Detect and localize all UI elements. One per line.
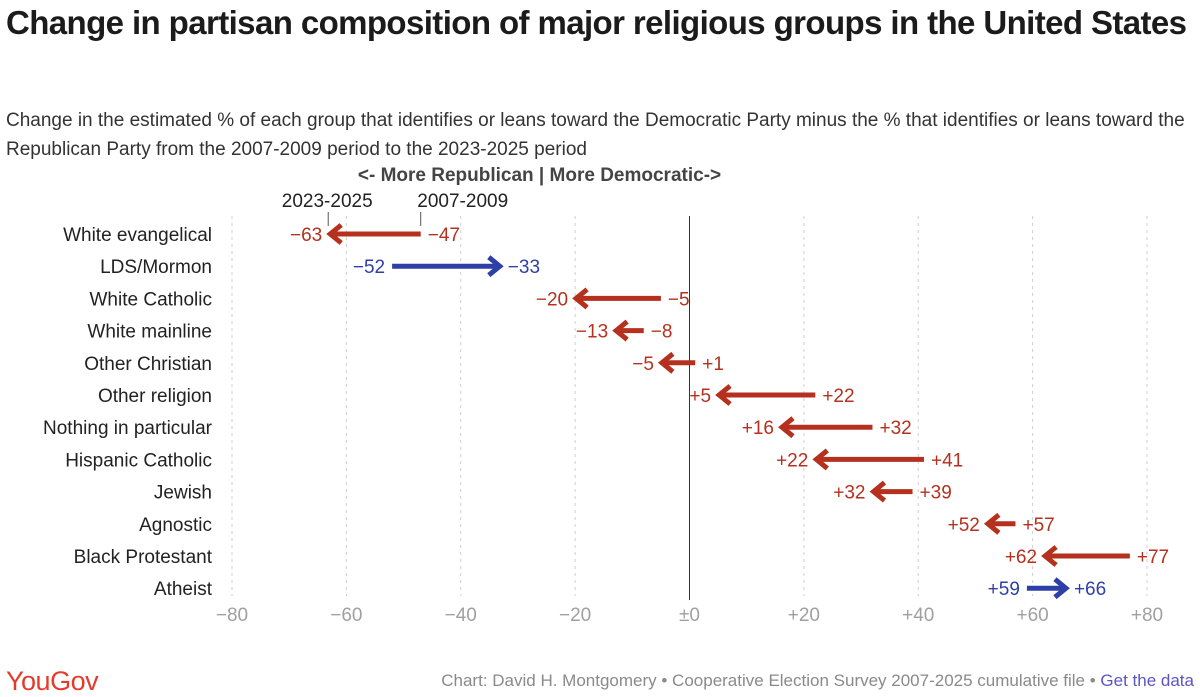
change-arrow-head <box>715 384 732 406</box>
group-label: Atheist <box>154 579 213 600</box>
start-value-label: −52 <box>353 257 385 278</box>
end-value-label: −20 <box>536 289 568 310</box>
start-value-label: +1 <box>702 354 724 375</box>
start-value-label: +39 <box>920 483 952 504</box>
row-other-religion: Other religion +5 +22 <box>98 384 855 407</box>
x-tick-label: −60 <box>330 605 362 626</box>
footer: YouGov Chart: David H. Montgomery • Coop… <box>0 666 1200 696</box>
change-arrow-head <box>983 512 1001 535</box>
x-tick-label: −40 <box>445 605 477 626</box>
x-tick-label: ±0 <box>679 605 700 626</box>
x-tick-label: +40 <box>902 605 934 626</box>
row-other-christian: Other Christian −5 +1 <box>84 351 724 375</box>
start-value-label: −5 <box>668 289 690 310</box>
end-value-label: −13 <box>576 322 608 343</box>
change-arrow-head <box>657 351 675 374</box>
end-value-label: +32 <box>833 483 865 504</box>
start-period-label: 2007-2009 <box>417 191 508 212</box>
change-arrow-head <box>612 319 629 342</box>
dumbbell-chart: <- More Republican | More Democratic-> 20… <box>43 165 1169 626</box>
rows-layer: White evangelical −63 −47 LDS/Mormon −52 −33 W… <box>43 223 1169 600</box>
start-value-label: +41 <box>931 450 963 471</box>
change-arrow-head <box>572 287 589 310</box>
group-label: White mainline <box>87 322 212 343</box>
end-period-label: 2023-2025 <box>282 191 373 212</box>
credit-line: Chart: David H. Montgomery • Cooperative… <box>441 671 1194 691</box>
start-value-label: −47 <box>428 225 460 246</box>
start-value-label: +57 <box>1022 515 1054 536</box>
group-label: Nothing in particular <box>43 418 213 439</box>
end-value-label: −63 <box>290 225 322 246</box>
group-label: LDS/Mormon <box>100 257 212 278</box>
end-value-label: +16 <box>742 418 774 439</box>
x-axis: −80 −60 −40 −20 ±0 +20 +40 +60 +80 <box>216 605 1163 626</box>
change-arrow-head <box>1041 545 1058 567</box>
change-arrow-head <box>326 223 343 245</box>
change-arrow-head <box>487 255 504 278</box>
row-white-evangelical: White evangelical −63 −47 <box>63 223 460 246</box>
row-hispanic-catholic: Hispanic Catholic +22 +41 <box>65 448 963 471</box>
change-arrow-head <box>778 416 795 439</box>
row-agnostic: Agnostic +52 +57 <box>139 512 1055 536</box>
group-label: Hispanic Catholic <box>65 450 212 471</box>
row-white-catholic: White Catholic −20 −5 <box>90 287 690 310</box>
start-value-label: +22 <box>822 386 854 407</box>
grid-layer <box>231 216 1148 600</box>
yougov-logo: YouGov <box>6 666 99 696</box>
chart-title: Change in partisan composition of major … <box>6 4 1187 41</box>
x-tick-label: +80 <box>1131 605 1163 626</box>
get-data-link[interactable]: Get the data <box>1100 671 1194 690</box>
end-value-label: −5 <box>632 354 654 375</box>
row-lds-mormon: LDS/Mormon −52 −33 <box>100 255 540 278</box>
change-arrow-head <box>1053 577 1070 600</box>
start-value-label: +32 <box>880 418 912 439</box>
start-value-label: −8 <box>651 322 673 343</box>
start-value-label: +77 <box>1137 547 1169 568</box>
credit-text: Chart: David H. Montgomery • Cooperative… <box>441 671 1096 690</box>
x-tick-label: −20 <box>559 605 591 626</box>
end-value-label: −33 <box>508 257 540 278</box>
group-label: Black Protestant <box>74 547 213 568</box>
end-value-label: +5 <box>689 386 711 407</box>
group-label: White Catholic <box>90 289 213 310</box>
end-value-label: +22 <box>776 450 808 471</box>
end-value-label: +52 <box>948 515 980 536</box>
end-value-label: +62 <box>1005 547 1037 568</box>
row-jewish: Jewish +32 +39 <box>154 480 952 504</box>
group-label: White evangelical <box>63 225 212 246</box>
start-value-label: +59 <box>988 579 1020 600</box>
row-nothing-in-particular: Nothing in particular +16 +32 <box>43 416 912 439</box>
change-arrow-head <box>812 448 829 471</box>
x-tick-label: −80 <box>216 605 248 626</box>
direction-label: <- More Republican | More Democratic-> <box>358 165 721 186</box>
group-label: Jewish <box>154 483 212 504</box>
group-label: Agnostic <box>139 515 212 536</box>
legend-header: <- More Republican | More Democratic-> 20… <box>282 165 721 226</box>
row-white-mainline: White mainline −13 −8 <box>87 319 673 343</box>
row-atheist: Atheist +59 +66 <box>154 577 1106 600</box>
group-label: Other Christian <box>84 354 212 375</box>
x-tick-label: +20 <box>788 605 820 626</box>
chart-subtitle: Change in the estimated % of each group … <box>6 110 1185 160</box>
end-value-label: +66 <box>1074 579 1106 600</box>
row-black-protestant: Black Protestant +62 +77 <box>74 545 1169 568</box>
group-label: Other religion <box>98 386 212 407</box>
x-tick-label: +60 <box>1017 605 1049 626</box>
change-arrow-head <box>869 480 887 503</box>
